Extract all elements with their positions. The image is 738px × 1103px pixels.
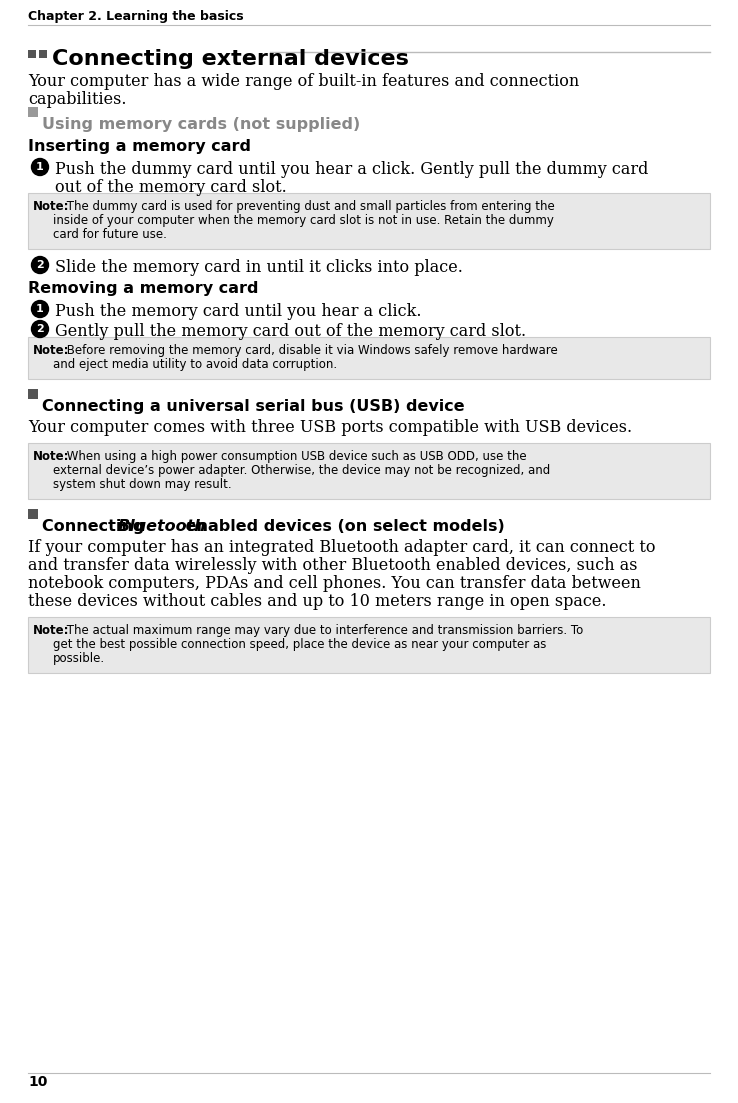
Text: possible.: possible. xyxy=(53,652,105,665)
Text: Push the dummy card until you hear a click. Gently pull the dummy card: Push the dummy card until you hear a cli… xyxy=(55,161,649,178)
Text: enabled devices (on select models): enabled devices (on select models) xyxy=(180,520,505,534)
Text: capabilities.: capabilities. xyxy=(28,92,126,108)
Bar xyxy=(28,508,38,520)
Text: these devices without cables and up to 10 meters range in open space.: these devices without cables and up to 1… xyxy=(28,593,607,610)
Text: Note:: Note: xyxy=(33,344,69,357)
Text: inside of your computer when the memory card slot is not in use. Retain the dumm: inside of your computer when the memory … xyxy=(53,214,554,227)
Bar xyxy=(28,338,710,379)
Text: Your computer has a wide range of built-in features and connection: Your computer has a wide range of built-… xyxy=(28,73,579,90)
Circle shape xyxy=(32,300,49,318)
Text: If your computer has an integrated Bluetooth adapter card, it can connect to: If your computer has an integrated Bluet… xyxy=(28,539,655,556)
Text: Before removing the memory card, disable it via Windows safely remove hardware: Before removing the memory card, disable… xyxy=(63,344,558,357)
Text: Using memory cards (not supplied): Using memory cards (not supplied) xyxy=(42,117,360,132)
Circle shape xyxy=(32,159,49,175)
Text: external device’s power adapter. Otherwise, the device may not be recognized, an: external device’s power adapter. Otherwi… xyxy=(53,464,551,476)
Text: get the best possible connection speed, place the device as near your computer a: get the best possible connection speed, … xyxy=(53,638,546,651)
Text: 1: 1 xyxy=(36,162,44,172)
Text: system shut down may result.: system shut down may result. xyxy=(53,478,232,491)
Text: Bluetooth: Bluetooth xyxy=(117,520,206,534)
Text: 1: 1 xyxy=(36,304,44,314)
Text: Inserting a memory card: Inserting a memory card xyxy=(28,139,251,154)
Bar xyxy=(28,107,38,117)
Text: Chapter 2. Learning the basics: Chapter 2. Learning the basics xyxy=(28,10,244,23)
Text: Note:: Note: xyxy=(33,200,69,213)
Text: and transfer data wirelessly with other Bluetooth enabled devices, such as: and transfer data wirelessly with other … xyxy=(28,557,638,574)
Text: Gently pull the memory card out of the memory card slot.: Gently pull the memory card out of the m… xyxy=(55,323,526,340)
Text: and eject media utility to avoid data corruption.: and eject media utility to avoid data co… xyxy=(53,358,337,371)
Text: card for future use.: card for future use. xyxy=(53,228,167,240)
Text: Connecting a universal serial bus (USB) device: Connecting a universal serial bus (USB) … xyxy=(42,399,465,414)
Text: When using a high power consumption USB device such as USB ODD, use the: When using a high power consumption USB … xyxy=(63,450,527,463)
Circle shape xyxy=(32,321,49,338)
Text: notebook computers, PDAs and cell phones. You can transfer data between: notebook computers, PDAs and cell phones… xyxy=(28,575,641,592)
Text: The actual maximum range may vary due to interference and transmission barriers.: The actual maximum range may vary due to… xyxy=(63,624,583,638)
Text: The dummy card is used for preventing dust and small particles from entering the: The dummy card is used for preventing du… xyxy=(63,200,555,213)
Bar xyxy=(28,443,710,499)
Text: Slide the memory card in until it clicks into place.: Slide the memory card in until it clicks… xyxy=(55,259,463,276)
Text: out of the memory card slot.: out of the memory card slot. xyxy=(55,179,287,196)
Text: Connecting: Connecting xyxy=(42,520,150,534)
Bar xyxy=(28,389,38,399)
Text: Note:: Note: xyxy=(33,450,69,463)
Bar xyxy=(28,193,710,249)
Text: Push the memory card until you hear a click.: Push the memory card until you hear a cl… xyxy=(55,303,421,320)
Text: 10: 10 xyxy=(28,1075,47,1089)
Text: Note:: Note: xyxy=(33,624,69,638)
Bar xyxy=(39,50,47,58)
Text: Connecting external devices: Connecting external devices xyxy=(52,49,409,69)
Text: Removing a memory card: Removing a memory card xyxy=(28,281,258,296)
Text: 2: 2 xyxy=(36,324,44,334)
Circle shape xyxy=(32,257,49,274)
Bar xyxy=(28,50,36,58)
Text: 2: 2 xyxy=(36,260,44,270)
Bar xyxy=(28,617,710,673)
Text: Your computer comes with three USB ports compatible with USB devices.: Your computer comes with three USB ports… xyxy=(28,419,632,436)
